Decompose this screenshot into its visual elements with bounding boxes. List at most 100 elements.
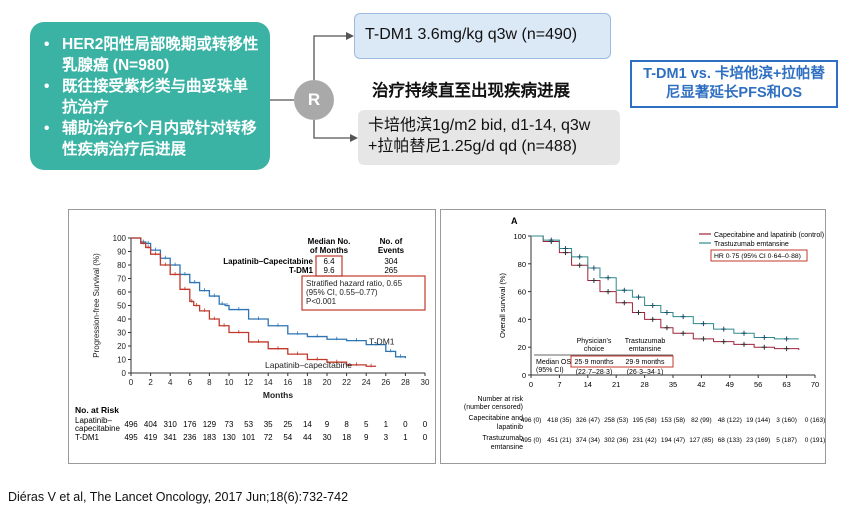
control-censor-mark — [761, 344, 767, 350]
tdm1-censor-mark — [577, 254, 583, 260]
criteria-item: 既往接受紫杉类与曲妥珠单抗治疗 — [44, 76, 260, 118]
at-risk-value: 48 (122) — [718, 417, 742, 424]
tdm1-censor-mark — [548, 237, 554, 243]
median-ci-tdm1: (26·3–34·1) — [627, 369, 664, 376]
x-tick-label: 56 — [754, 380, 762, 389]
hazard-ratio-box — [301, 275, 426, 311]
conclusion-line1: T-DM1 vs. 卡培他滨+拉帕替 — [643, 66, 825, 82]
at-risk-value: 496 (0) — [521, 417, 542, 424]
control-censor-mark — [664, 325, 670, 331]
x-tick-label: 28 — [640, 380, 648, 389]
tdm1-censor-mark — [700, 321, 706, 327]
at-risk-value: 0 — [423, 433, 428, 442]
at-risk-value: 72 — [264, 433, 273, 442]
at-risk-value: 3 (160) — [776, 417, 797, 424]
control-censor-mark — [680, 330, 686, 336]
x-tick-label: 42 — [697, 380, 705, 389]
at-risk-value: 3 — [384, 433, 389, 442]
at-risk-row-label: Capecitabine and — [469, 415, 524, 422]
os-chart: A 0 20 40 60 80 100 0 7 14 21 28 35 42 49 56 63 70 Overall… — [464, 216, 825, 451]
x-tick-label: 8 — [207, 378, 212, 387]
at-risk-row-label: Trastuzumab — [482, 435, 523, 442]
at-risk-value: 495 (0) — [521, 437, 542, 444]
at-risk-value: 374 (34) — [576, 437, 600, 444]
at-risk-subtitle: (number censored) — [464, 404, 523, 411]
at-risk-value: 127 (85) — [689, 437, 713, 444]
x-tick-label: 20 — [323, 378, 332, 387]
at-risk-title: Number at risk — [477, 396, 523, 403]
x-tick-label: 0 — [129, 378, 134, 387]
hazard-ratio-text: P<0.001 — [306, 297, 337, 306]
at-risk-value: 5 (187) — [776, 437, 797, 444]
x-tick-label: 16 — [283, 378, 292, 387]
at-risk-value: 53 — [244, 420, 253, 429]
hazard-ratio-text: (95% CI, 0.55–0.77) — [306, 288, 378, 297]
x-tick-label: 49 — [726, 380, 734, 389]
at-risk-value: 1 — [384, 420, 389, 429]
median-col-header: emtansine — [629, 346, 661, 353]
at-risk-value: 302 (36) — [604, 437, 628, 444]
legend-label-control: Capecitabine and lapatinib (control) — [714, 232, 824, 239]
y-tick-label: 100 — [513, 232, 526, 241]
hazard-ratio-box — [710, 249, 808, 262]
at-risk-value: 101 — [242, 433, 256, 442]
y-tick-label: 60 — [518, 288, 526, 297]
control-censor-mark — [591, 277, 597, 283]
at-risk-value: 8 — [344, 420, 349, 429]
at-risk-value: 183 — [203, 433, 217, 442]
median-col-header: Trastuzumab — [625, 338, 666, 345]
tdm1-censor-mark — [650, 303, 656, 308]
at-risk-value: 176 — [183, 420, 197, 429]
legend-row-events: 304 — [384, 257, 398, 266]
at-risk-value: 0 (163) — [805, 417, 825, 424]
at-risk-value: 231 (42) — [632, 437, 656, 444]
x-tick-label: 6 — [188, 378, 193, 387]
legend-label-tdm1: Trastuzumab emtansine — [714, 241, 789, 248]
tdm1-censor-mark — [636, 294, 642, 300]
y-axis-title: Progression-free Survival (%) — [92, 253, 101, 358]
tdm1-censor-mark — [784, 336, 790, 342]
at-risk-value: 0 — [403, 420, 408, 429]
at-risk-value: 130 — [222, 433, 236, 442]
y-tick-label: 20 — [518, 343, 526, 352]
tdm1-censor-mark — [591, 265, 597, 271]
median-os-tdm1: 29·9 months — [626, 359, 665, 366]
randomization-node: R — [294, 80, 334, 120]
at-risk-value: 73 — [225, 420, 234, 429]
at-risk-value: 9 — [325, 420, 330, 429]
tdm1-censor-mark — [562, 246, 568, 252]
at-risk-row-label: T-DM1 — [75, 433, 100, 442]
at-risk-value: 194 (47) — [661, 437, 685, 444]
legend-row-median: 6.4 — [323, 257, 335, 266]
os-chart-panel: A 0 20 40 60 80 100 0 7 14 21 28 35 42 49 56 63 70 Overall… — [440, 209, 826, 464]
at-risk-row-label: capecitabine — [75, 424, 120, 433]
at-risk-value: 326 (47) — [576, 417, 600, 424]
x-tick-label: 14 — [584, 380, 592, 389]
at-risk-value: 68 (133) — [718, 437, 742, 444]
tdm1-censor-mark — [664, 309, 670, 315]
at-risk-value: 23 (169) — [746, 437, 770, 444]
at-risk-value: 0 — [423, 420, 428, 429]
x-tick-label: 12 — [244, 378, 253, 387]
legend-header-median: of Months — [310, 246, 349, 255]
median-ci-control: (22·7–28·3) — [576, 369, 613, 376]
y-tick-label: 30 — [117, 329, 126, 338]
tdm1-arm-label: T-DM1 3.6mg/kg q3w (n=490) — [365, 26, 578, 43]
x-tick-label: 70 — [811, 380, 819, 389]
at-risk-value: 404 — [144, 420, 158, 429]
median-col-header: Physician's — [577, 338, 612, 345]
x-tick-label: 4 — [168, 378, 173, 387]
y-tick-label: 10 — [117, 356, 126, 365]
control-censor-mark — [605, 289, 611, 295]
at-risk-value: 496 — [124, 420, 138, 429]
capelap-arm-line1: 卡培他滨1g/m2 bid, d1-14, q3w — [368, 117, 591, 134]
at-risk-row-label: emtansine — [491, 444, 523, 451]
tdm1-curve — [131, 237, 407, 359]
lapatinib-curve-label: Lapatinib–capecitabine — [265, 360, 352, 370]
capelap-arm-line2: +拉帕替尼1.25g/d qd (n=488) — [368, 138, 578, 155]
at-risk-title: No. at Risk — [75, 405, 119, 415]
pfs-chart-panel: 0 10 20 30 40 50 60 70 80 90 100 0 2 4 6 8 10 12 14 16 18 20 2… — [68, 209, 436, 464]
at-risk-value: 9 — [364, 433, 369, 442]
y-tick-label: 40 — [117, 315, 126, 324]
